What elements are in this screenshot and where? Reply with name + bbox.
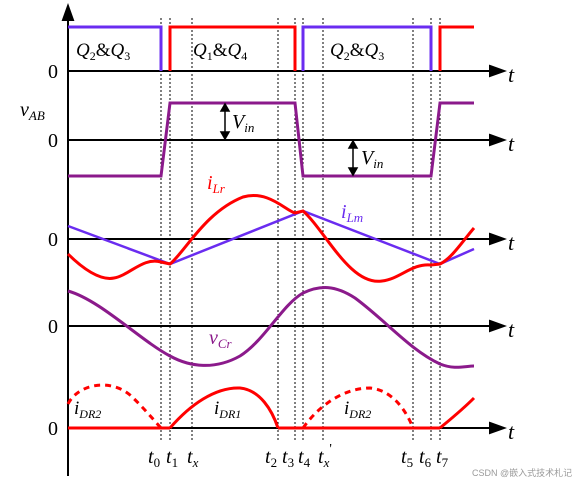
axis-vcr-arrow — [489, 319, 507, 333]
zero-label-currents: 0 — [48, 229, 58, 251]
currents — [66, 194, 476, 283]
vin-arrows — [219, 102, 359, 177]
diode-currents — [66, 383, 476, 430]
gate-q2q3-pulse-2 — [301, 25, 433, 71]
t-axis-labels: t t t t t — [508, 62, 515, 444]
time-guides — [160, 18, 441, 440]
gate-q1q4-pulse-2 — [438, 25, 474, 71]
time-label-t6: t6 — [419, 446, 432, 470]
time-label-t0: t0 — [148, 446, 160, 470]
idr2-left-trace — [66, 383, 163, 430]
vertical-axis-arrow — [61, 3, 75, 21]
t-label-gate: t — [508, 62, 515, 87]
ilr-trace — [66, 194, 476, 283]
idr2-left-label: iDR2 — [74, 398, 101, 421]
vin-lower-label: Vin — [361, 147, 383, 171]
ilm-label: iLm — [341, 201, 363, 225]
idr1-label: iDR1 — [214, 398, 241, 421]
idr1-trace — [168, 386, 280, 429]
vcr-trace — [67, 286, 475, 369]
axis-diode-arrow — [489, 421, 507, 435]
time-label-t2: t2 — [265, 446, 277, 470]
t-label-vcr: t — [508, 317, 515, 342]
t-label-diode: t — [508, 419, 515, 444]
gate-q1q4-pulse-1 — [168, 25, 297, 71]
axis-currents-arrow — [489, 232, 507, 246]
idr2-right-label: iDR2 — [344, 398, 371, 421]
diode-rise-trace — [439, 396, 476, 430]
axes — [61, 3, 507, 476]
zero-label-gate: 0 — [48, 61, 58, 83]
zero-label-diode: 0 — [48, 418, 58, 440]
time-label-tx: tx — [187, 446, 199, 470]
vcr-label: vCr — [209, 327, 233, 351]
axis-vab-arrow — [489, 133, 507, 147]
vab-label: vAB — [20, 99, 45, 123]
t-label-currents: t — [508, 230, 515, 255]
vab-trace — [68, 101, 474, 178]
zero-label-vcr: 0 — [48, 316, 58, 338]
vin-upper-label: Vin — [232, 111, 254, 135]
time-label-t1: t1 — [166, 446, 178, 470]
vcr-waveform — [67, 286, 475, 369]
vab-waveform — [68, 101, 474, 178]
time-label-t3: t3 — [282, 446, 294, 470]
time-label-t4: t4 — [298, 446, 311, 470]
vin-lower-arrow-top — [347, 139, 359, 149]
gate-label-q2q3-left: Q2&Q3 — [76, 40, 130, 63]
time-label-t5: t5 — [401, 446, 413, 470]
axis-gate-arrow — [489, 64, 507, 78]
watermark: CSDN @嵌入式技术札记 — [472, 467, 572, 478]
time-label-tx-prime: tx' — [318, 442, 332, 470]
zero-labels: 0 0 0 0 0 — [48, 61, 58, 440]
gate-label-q1q4: Q1&Q4 — [193, 40, 247, 63]
ilr-label: iLr — [207, 172, 226, 196]
gate-labels: Q2&Q3 Q1&Q4 Q2&Q3 — [76, 40, 384, 63]
vin-upper-arrow-top — [219, 102, 231, 112]
time-label-t7: t7 — [436, 446, 449, 470]
vin-upper-arrow-bottom — [219, 131, 231, 141]
time-labels: t0 t1 tx t2 t3 t4 tx' t5 t6 t7 — [148, 442, 449, 470]
gate-label-q2q3-right: Q2&Q3 — [330, 40, 384, 63]
t-label-vab: t — [508, 131, 515, 156]
gate-signals — [68, 25, 474, 71]
vin-lower-arrow-bottom — [347, 167, 359, 177]
idr2-right-trace — [301, 386, 415, 429]
gate-q2q3-pulse-1 — [68, 25, 163, 71]
zero-label-vab: 0 — [48, 130, 58, 152]
